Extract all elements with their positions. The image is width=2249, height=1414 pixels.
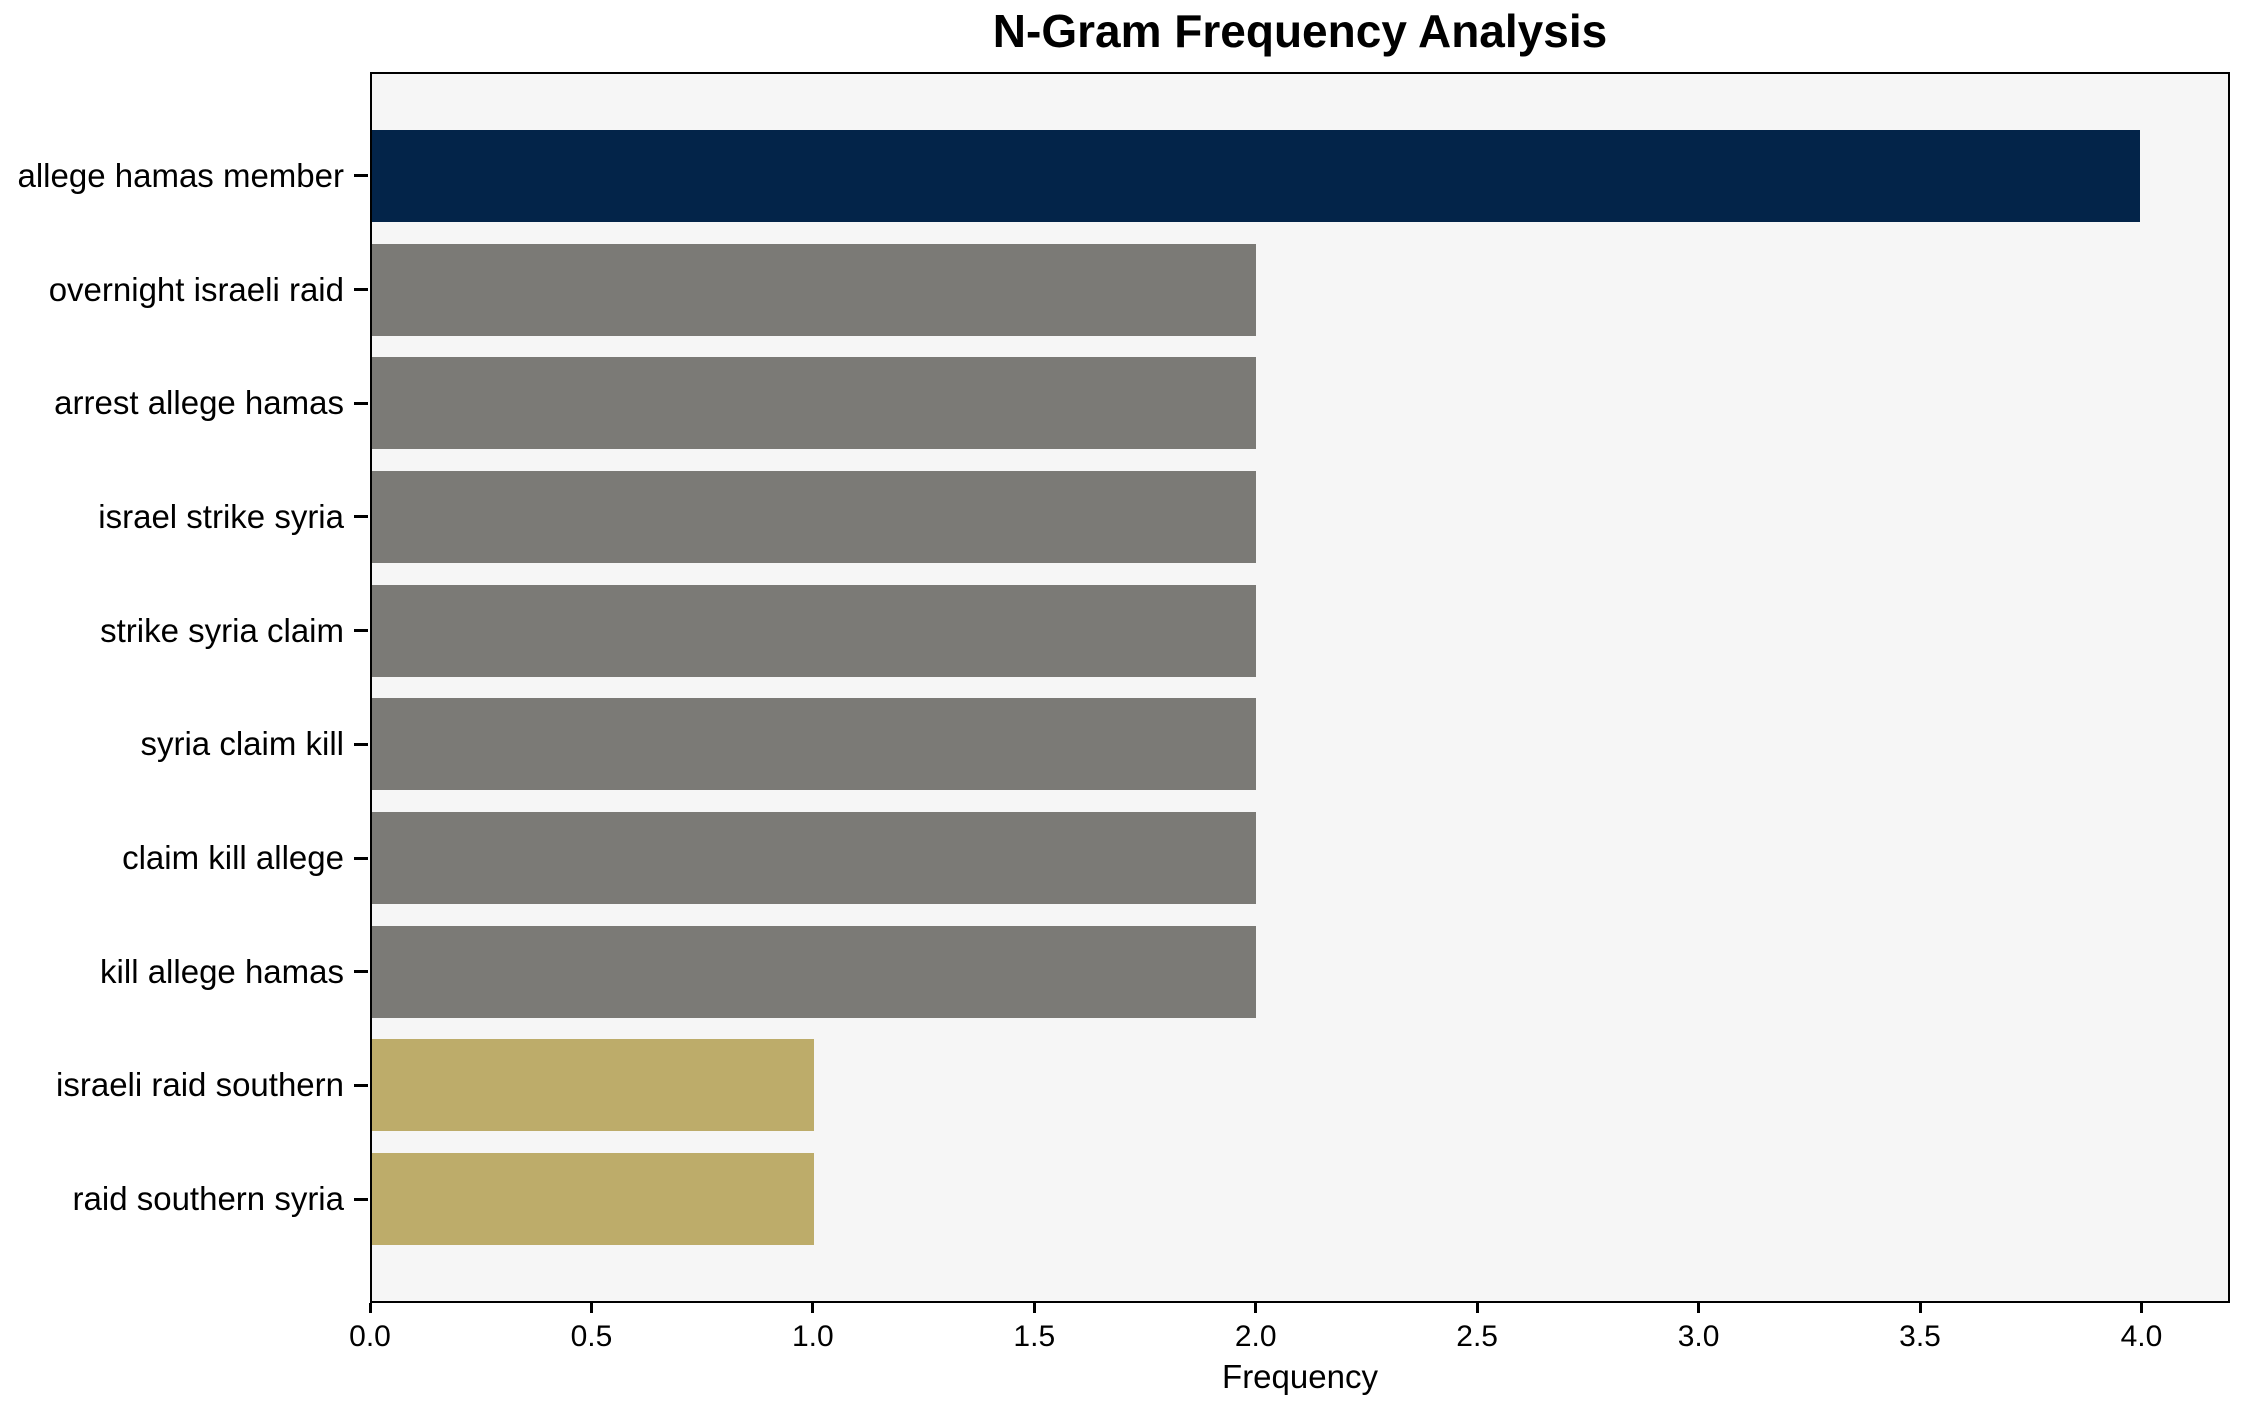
y-tick	[354, 174, 368, 178]
y-axis-label: raid southern syria	[72, 1180, 344, 1218]
x-tick-label: 4.0	[2120, 1320, 2163, 1353]
bar-kill-allege-hamas	[372, 925, 1256, 1018]
x-tick-label: 2.5	[1456, 1320, 1498, 1353]
y-axis-label: kill allege hamas	[100, 952, 344, 990]
x-tick-label: 0.5	[570, 1320, 613, 1353]
y-tick	[354, 742, 368, 746]
y-tick	[354, 515, 368, 519]
bar-israel-strike-syria	[372, 470, 1256, 563]
x-axis-title: Frequency	[1222, 1358, 1378, 1395]
bar-arrest-allege-hamas	[372, 357, 1256, 450]
y-axis-label: syria claim kill	[140, 725, 344, 763]
x-tick	[1918, 1303, 1922, 1313]
x-tick	[811, 1303, 815, 1313]
x-tick-label: 2.0	[1234, 1320, 1277, 1353]
bar-raid-southern-syria	[372, 1153, 814, 1246]
bar-allege-hamas-member	[372, 129, 2140, 222]
x-tick	[1475, 1303, 1479, 1313]
y-axis-label: israel strike syria	[98, 497, 344, 535]
x-tick	[368, 1303, 372, 1313]
bar-claim-kill-allege	[372, 812, 1256, 905]
bar-overnight-israeli-raid	[372, 243, 1256, 336]
y-tick	[354, 970, 368, 974]
y-axis-label: allege hamas member	[17, 156, 345, 194]
plot-area	[370, 72, 2230, 1303]
x-tick	[589, 1303, 593, 1313]
y-tick	[354, 401, 368, 405]
bar-strike-syria-claim	[372, 584, 1256, 677]
y-axis-label: israeli raid southern	[56, 1066, 344, 1104]
y-axis-label: arrest allege hamas	[54, 384, 344, 422]
chart-title: N-Gram Frequency Analysis	[992, 5, 1608, 57]
y-tick	[354, 1083, 368, 1087]
bar-israeli-raid-southern	[372, 1039, 814, 1132]
x-tick	[1254, 1303, 1258, 1313]
x-tick	[1032, 1303, 1036, 1313]
y-tick	[354, 1197, 368, 1201]
y-tick	[354, 288, 368, 292]
y-tick	[354, 629, 368, 633]
y-axis-label: strike syria claim	[100, 611, 344, 649]
x-tick-label: 3.5	[1899, 1320, 1941, 1353]
x-tick-label: 3.0	[1677, 1320, 1720, 1353]
y-axis-label: overnight israeli raid	[48, 270, 344, 308]
bar-syria-claim-kill	[372, 698, 1256, 791]
x-tick	[1697, 1303, 1701, 1313]
x-tick-label: 1.0	[791, 1320, 834, 1353]
y-axis-label: claim kill allege	[122, 839, 344, 877]
x-tick-label: 0.0	[349, 1320, 391, 1353]
x-tick	[2139, 1303, 2143, 1313]
y-tick	[354, 856, 368, 860]
x-tick-label: 1.5	[1013, 1320, 1056, 1353]
